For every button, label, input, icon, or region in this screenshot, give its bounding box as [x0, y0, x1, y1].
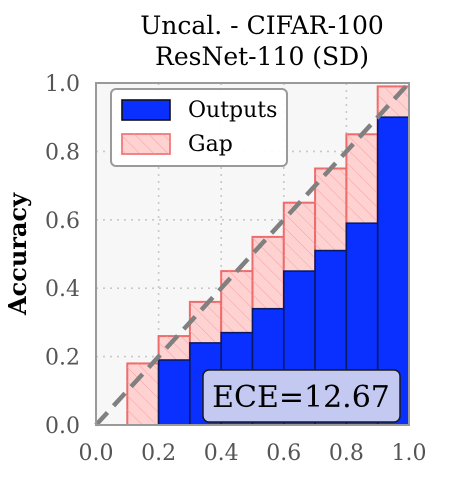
- legend: Outputs Gap: [110, 88, 288, 167]
- y-tick-label: 1.0: [45, 72, 80, 97]
- x-tick-label: 0.8: [329, 441, 364, 466]
- y-tick-label: 0.8: [45, 140, 80, 165]
- y-tick-label: 0.6: [45, 209, 80, 234]
- x-axis-ticks: 0.0 0.2 0.4 0.6 0.8 1.0: [79, 441, 427, 466]
- chart-title-line-1: Uncal. - CIFAR-100: [140, 11, 384, 40]
- ece-annotation: ECE=12.67: [202, 369, 401, 423]
- x-tick-label: 0.4: [204, 441, 239, 466]
- y-tick-label: 0.2: [45, 346, 80, 371]
- output-bar: [157, 359, 191, 426]
- ece-value: ECE=12.67: [212, 380, 390, 415]
- x-tick-label: 0.0: [79, 441, 114, 466]
- legend-gap-label: Gap: [188, 132, 233, 157]
- legend-outputs-swatch: [121, 99, 171, 121]
- y-tick-label: 0.0: [45, 414, 80, 439]
- gap-bar-hatch: [127, 363, 159, 425]
- chart-title-line-2: ResNet-110 (SD): [155, 42, 369, 71]
- axes-frame: [95, 82, 410, 426]
- x-tick-label: 0.6: [266, 441, 301, 466]
- y-axis-ticks: 0.0 0.2 0.4 0.6 0.8 1.0: [45, 72, 80, 439]
- y-axis-label: Accuracy: [3, 192, 32, 316]
- y-tick-label: 0.4: [45, 277, 80, 302]
- x-tick-label: 0.2: [141, 441, 176, 466]
- ece-box: [202, 369, 401, 423]
- legend-outputs-label: Outputs: [188, 98, 277, 123]
- x-tick-label: 1.0: [392, 441, 427, 466]
- legend-gap-swatch-hatch: [122, 134, 170, 154]
